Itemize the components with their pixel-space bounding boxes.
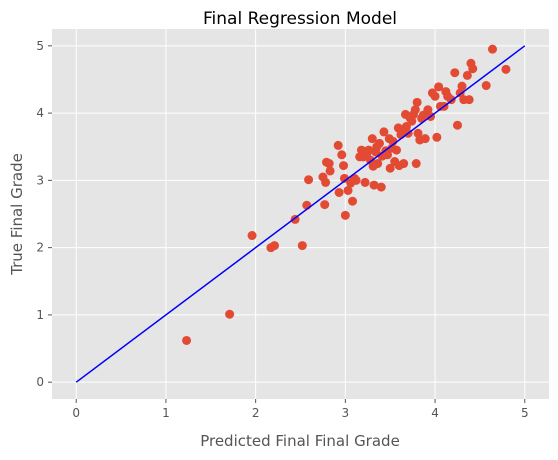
- data-point: [369, 180, 379, 190]
- data-point: [462, 70, 472, 80]
- x-tick-label: 5: [521, 406, 529, 420]
- x-tick-label: 4: [431, 406, 439, 420]
- data-point: [334, 187, 344, 197]
- data-point: [339, 161, 349, 171]
- y-tick-label: 0: [36, 375, 44, 389]
- data-point: [376, 182, 386, 192]
- data-points: [182, 44, 511, 345]
- data-point: [364, 145, 374, 155]
- y-tick-label: 2: [36, 241, 44, 255]
- data-point: [391, 145, 401, 155]
- data-point: [225, 309, 235, 319]
- data-point: [340, 210, 350, 220]
- data-point: [407, 116, 417, 126]
- chart-title: Final Regression Model: [203, 9, 397, 29]
- data-point: [360, 177, 370, 187]
- data-point: [320, 200, 330, 210]
- data-point: [452, 120, 462, 130]
- data-point: [411, 159, 421, 169]
- data-point: [182, 335, 192, 345]
- y-tick-label: 1: [36, 308, 44, 322]
- data-point: [351, 175, 361, 185]
- data-point: [321, 177, 331, 187]
- grid-lines: [52, 29, 549, 399]
- y-tick-label: 4: [36, 106, 44, 120]
- data-point: [383, 150, 393, 160]
- y-axis-label: True Final Grade: [8, 153, 26, 276]
- data-point: [464, 95, 474, 105]
- data-point: [430, 91, 440, 101]
- y-tick-label: 5: [36, 39, 44, 53]
- data-point: [337, 150, 347, 160]
- data-point: [468, 64, 478, 74]
- data-point: [399, 159, 409, 169]
- x-tick-label: 2: [252, 406, 260, 420]
- x-tick-label: 0: [72, 406, 80, 420]
- data-point: [333, 140, 343, 150]
- data-point: [487, 44, 497, 54]
- x-tick-label: 1: [162, 406, 170, 420]
- data-point: [325, 166, 335, 176]
- y-tick-label: 3: [36, 173, 44, 187]
- data-point: [373, 159, 383, 169]
- data-point: [374, 138, 384, 148]
- data-point: [324, 159, 334, 169]
- data-point: [481, 81, 491, 91]
- data-point: [247, 231, 257, 241]
- data-point: [413, 128, 423, 138]
- data-point: [412, 97, 422, 107]
- data-point: [269, 241, 279, 251]
- x-axis-label: Predicted Final Final Grade: [200, 432, 400, 450]
- data-point: [457, 81, 467, 91]
- data-point: [339, 173, 349, 183]
- data-point: [450, 68, 460, 78]
- tick-labels: 0 1 2 3 4 5 0 1 2 3 4 5: [36, 39, 528, 420]
- data-point: [304, 175, 314, 185]
- data-point: [410, 105, 420, 115]
- data-point: [367, 134, 377, 144]
- fit-line: [75, 45, 526, 383]
- data-point: [385, 163, 395, 173]
- data-point: [297, 241, 307, 251]
- data-point: [432, 132, 442, 142]
- data-point: [420, 134, 430, 144]
- data-point: [501, 64, 511, 74]
- data-point: [348, 196, 358, 206]
- x-tick-label: 3: [342, 406, 350, 420]
- data-point: [434, 82, 444, 92]
- data-point: [379, 127, 389, 137]
- data-point: [343, 185, 353, 195]
